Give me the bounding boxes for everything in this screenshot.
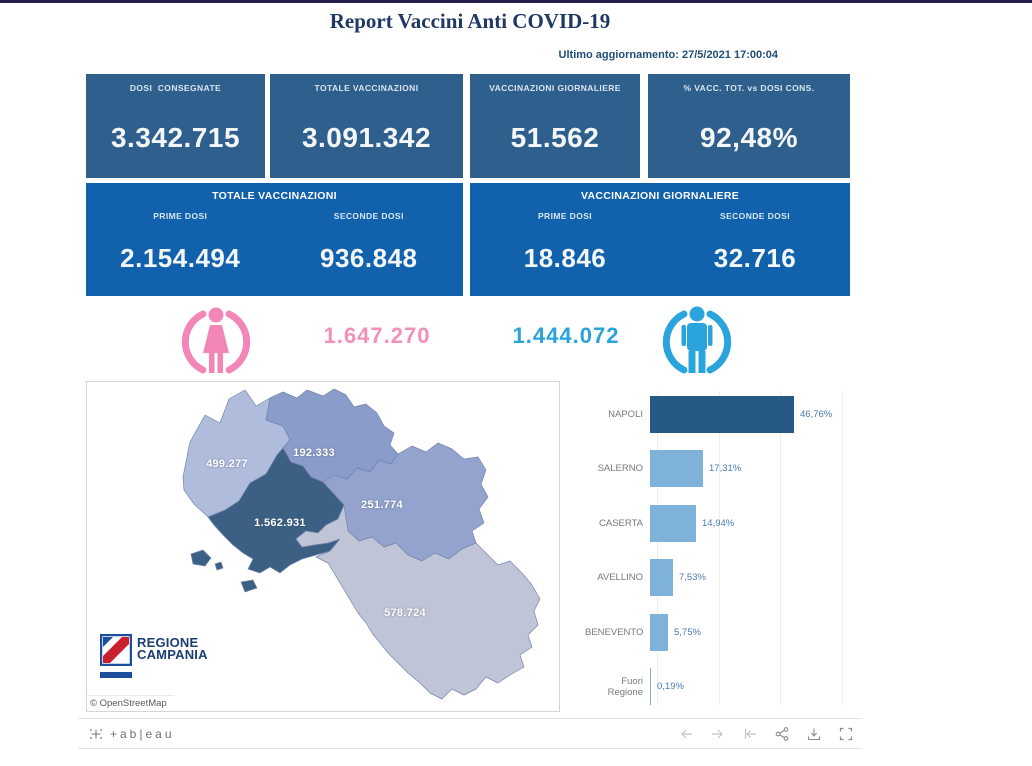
- bar-fuori-regione[interactable]: [650, 668, 651, 706]
- bar-category: SALERNO: [597, 463, 643, 475]
- regione-campania-logo: REGIONE CAMPANIA: [99, 633, 208, 678]
- kpi-value: 51.562: [510, 122, 600, 153]
- map-island-ischia[interactable]: [190, 549, 212, 567]
- seconde-dosi-value: 936.848: [320, 243, 418, 273]
- bar-category: NAPOLI: [608, 408, 643, 420]
- download-icon[interactable]: [806, 726, 822, 742]
- kpi-label: TOTALE VACCINAZIONI: [314, 83, 419, 93]
- female-total: 1.647.270: [323, 323, 431, 348]
- regione-campania-bar: [100, 672, 132, 678]
- kpi-label: VACCINAZIONI GIORNALIERE: [489, 83, 621, 93]
- prime-dosi-value: 18.846: [523, 243, 607, 273]
- logo-line2: CAMPANIA: [137, 647, 208, 662]
- last-update-text: Ultimo aggiornamento: 27/5/2021 17:00:04: [558, 49, 778, 61]
- bar-row-caserta: CASERTA 14,94%: [585, 496, 885, 551]
- province-bar-chart: NAPOLI 46,76% SALERNO 17,31% CASERTA 14,…: [585, 387, 885, 715]
- seconde-dosi-label: SECONDE DOSI: [333, 211, 404, 221]
- seconde-dosi-value: 32.716: [713, 243, 797, 273]
- tableau-wordmark: +ab|eau: [110, 726, 175, 741]
- tableau-mark-icon: [90, 728, 102, 739]
- female-icon: [178, 302, 254, 380]
- bar-value: 46,76%: [800, 408, 833, 420]
- bar-category: BENEVENTO: [585, 626, 644, 638]
- top-accent-bar: [0, 0, 1032, 3]
- kpi-value: 3.091.342: [301, 122, 432, 153]
- panel-vaccinazioni-giornaliere: VACCINAZIONI GIORNALIERE PRIME DOSI 18.8…: [470, 183, 850, 296]
- prime-dosi-value: 2.154.494: [120, 243, 241, 273]
- map-island-procida[interactable]: [214, 561, 224, 571]
- bar-value: 0,19%: [657, 681, 684, 693]
- bar-category: CASERTA: [599, 517, 643, 529]
- bar-value: 5,75%: [674, 626, 701, 638]
- kpi-value: 92,48%: [700, 122, 798, 153]
- tableau-toolbar: +ab|eau: [78, 718, 862, 749]
- bar-caserta[interactable]: [650, 504, 696, 542]
- bar-row-avellino: AVELLINO 7,53%: [585, 551, 885, 606]
- prime-dosi-label: PRIME DOSI: [537, 211, 593, 221]
- male-icon: [659, 302, 735, 380]
- tableau-logo[interactable]: +ab|eau: [88, 726, 175, 742]
- kpi-dosi-consegnate: DOSI CONSEGNATE 3.342.715: [86, 74, 265, 178]
- bar-benevento[interactable]: [650, 613, 668, 651]
- reset-icon[interactable]: [742, 726, 758, 742]
- panel-title: VACCINAZIONI GIORNALIERE: [580, 190, 740, 202]
- panel-totale-vaccinazioni: TOTALE VACCINAZIONI PRIME DOSI 2.154.494…: [86, 183, 463, 296]
- prime-dosi-label: PRIME DOSI: [153, 211, 208, 221]
- logo-line1: REGIONE: [137, 635, 199, 650]
- share-icon[interactable]: [774, 726, 790, 742]
- male-total: 1.444.072: [512, 323, 620, 348]
- redo-arrow-icon[interactable]: [710, 726, 726, 742]
- page-title: Report Vaccini Anti COVID-19: [329, 9, 611, 33]
- openstreetmap-attribution: © OpenStreetMap: [87, 695, 174, 711]
- bar-row-salerno: SALERNO 17,31%: [585, 442, 885, 497]
- bar-row-benevento: BENEVENTO 5,75%: [585, 605, 885, 660]
- seconde-dosi-label: SECONDE DOSI: [720, 211, 790, 221]
- kpi-perc-vacc-vs-dosi: % VACC. TOT. vs DOSI CONS. 92,48%: [648, 74, 850, 178]
- regione-campania-emblem: [99, 633, 133, 667]
- bar-napoli[interactable]: [650, 395, 794, 433]
- kpi-label: % VACC. TOT. vs DOSI CONS.: [683, 83, 815, 93]
- bar-category: Fuori Regione: [607, 675, 643, 698]
- kpi-label: DOSI CONSEGNATE: [129, 83, 222, 93]
- bar-row-napoli: NAPOLI 46,76%: [585, 387, 885, 442]
- kpi-vaccinazioni-giornaliere: VACCINAZIONI GIORNALIERE 51.562: [470, 74, 640, 178]
- bar-category: AVELLINO: [597, 572, 643, 584]
- undo-arrow-icon[interactable]: [678, 726, 694, 742]
- campania-map: 499.277 192.333 251.774 1.562.931 578.72…: [86, 381, 560, 712]
- bar-avellino[interactable]: [650, 559, 673, 597]
- map-island-capri[interactable]: [240, 579, 258, 593]
- map-region-salerno[interactable]: [295, 504, 541, 700]
- bar-value: 14,94%: [702, 517, 735, 529]
- fullscreen-icon[interactable]: [838, 726, 854, 742]
- bar-value: 17,31%: [709, 463, 742, 475]
- bar-row-fuori-regione: Fuori Regione 0,19%: [585, 660, 885, 715]
- bar-value: 7,53%: [679, 572, 706, 584]
- kpi-totale-vaccinazioni: TOTALE VACCINAZIONI 3.091.342: [270, 74, 463, 178]
- panel-title: TOTALE VACCINAZIONI: [212, 190, 337, 202]
- kpi-value: 3.342.715: [110, 122, 241, 153]
- bar-salerno[interactable]: [650, 450, 703, 488]
